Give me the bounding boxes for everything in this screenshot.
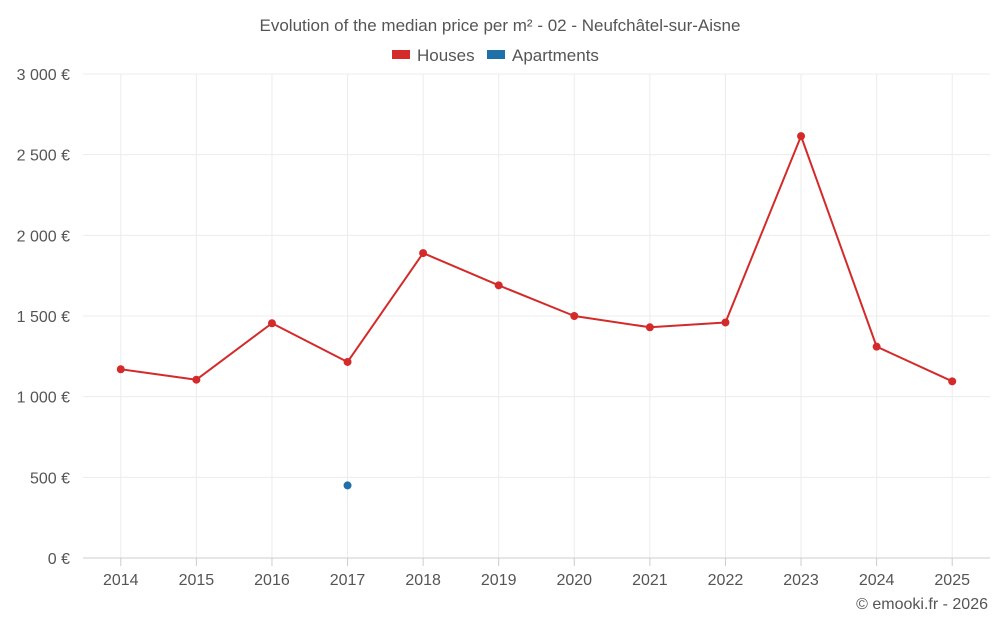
x-tick-label: 2015 [179, 572, 215, 589]
x-tick-label: 2019 [481, 572, 517, 589]
x-tick-label: 2024 [859, 572, 895, 589]
series-apartments [343, 481, 352, 490]
legend: Houses Apartments [392, 46, 599, 65]
x-tick-label: 2016 [254, 572, 290, 589]
y-tick-label: 1 500 € [17, 309, 70, 326]
data-point-houses-2025[interactable] [948, 377, 957, 386]
y-tick-label: 500 € [30, 470, 70, 487]
x-tick-label: 2025 [934, 572, 970, 589]
data-point-houses-2016[interactable] [267, 319, 276, 328]
legend-swatch-apartments [487, 50, 505, 59]
data-point-houses-2021[interactable] [645, 323, 654, 332]
series-line-houses [120, 135, 953, 383]
axes: 0 € 500 € 1 000 € 1 500 € 2 000 € 2 500 € 3 00… [17, 67, 990, 589]
data-point-houses-2024[interactable] [872, 342, 881, 351]
x-tick-label: 2022 [708, 572, 744, 589]
data-point-apartments-2017[interactable] [343, 481, 352, 490]
chart-title: Evolution of the median price per m² - 0… [260, 16, 741, 35]
data-point-houses-2020[interactable] [570, 312, 579, 320]
x-tick-label: 2020 [556, 572, 592, 589]
x-tick-label: 2017 [330, 572, 366, 589]
data-point-houses-2019[interactable] [494, 281, 503, 290]
data-point-houses-2017[interactable] [343, 357, 352, 366]
series-houses [116, 132, 957, 386]
x-tick-label: 2018 [405, 572, 441, 589]
legend-item-houses[interactable]: Houses [392, 46, 475, 65]
x-tick-label: 2021 [632, 572, 668, 589]
y-tick-label: 3 000 € [17, 67, 70, 84]
data-point-houses-2023[interactable] [797, 132, 806, 141]
data-point-houses-2015[interactable] [192, 375, 201, 384]
x-tick-label: 2023 [783, 572, 819, 589]
data-point-houses-2018[interactable] [419, 249, 428, 258]
legend-item-apartments[interactable]: Apartments [487, 46, 599, 65]
grid [83, 73, 990, 559]
data-point-houses-2014[interactable] [116, 365, 125, 374]
credit-text: © emooki.fr - 2026 [856, 596, 988, 613]
series [116, 132, 957, 490]
data-point-houses-2022[interactable] [721, 318, 730, 327]
y-tick-label: 2 500 € [17, 148, 70, 165]
y-tick-label: 1 000 € [17, 390, 70, 407]
y-tick-label: 2 000 € [17, 228, 70, 245]
x-tick-label: 2014 [103, 572, 139, 589]
legend-label-apartments: Apartments [512, 46, 599, 65]
y-tick-label: 0 € [48, 551, 70, 568]
legend-swatch-houses [392, 50, 410, 59]
legend-label-houses: Houses [417, 46, 475, 65]
